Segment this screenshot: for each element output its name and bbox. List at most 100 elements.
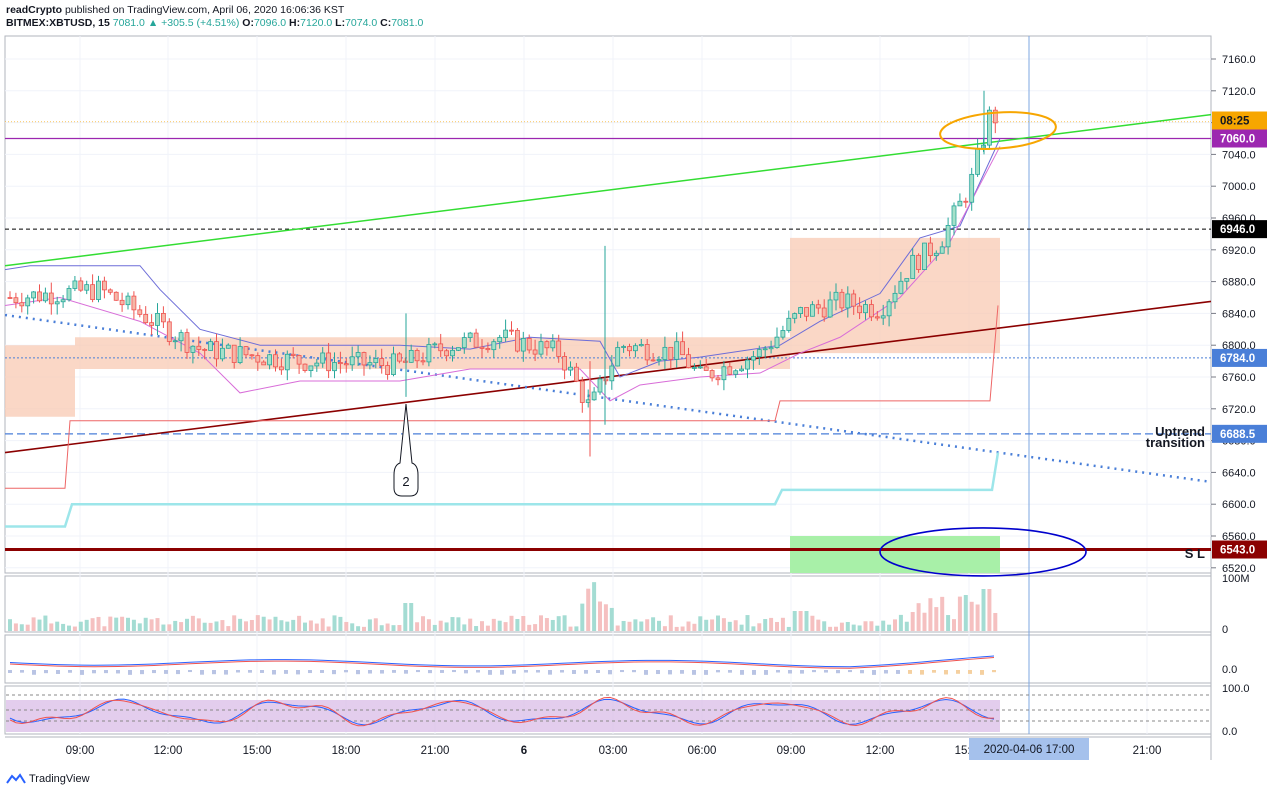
candle-body — [491, 341, 497, 351]
volume-bar — [214, 621, 219, 631]
cyan-step-line — [5, 452, 1000, 528]
candle-body — [432, 343, 438, 346]
time-axis[interactable]: 09:00 12:00 15:00 18:00 21:00 6 03:00 06:00 09:0… — [66, 738, 1162, 760]
volume-bar — [261, 616, 266, 631]
candle-body — [249, 354, 255, 357]
price-tick-label: 6880.0 — [1222, 277, 1256, 289]
macd-histogram-bar — [80, 670, 84, 675]
candle-body — [137, 309, 143, 315]
macd-histogram-bar — [824, 670, 828, 673]
candle-body — [857, 305, 862, 314]
stoch-k-line — [9, 698, 995, 726]
macd-histogram-bar — [992, 670, 996, 673]
volume-bar — [633, 619, 638, 631]
volume-bar — [338, 616, 343, 631]
candle-body — [880, 315, 886, 319]
volume-bar — [940, 596, 945, 631]
volume-bar — [344, 621, 349, 631]
macd-histogram-bar — [500, 670, 504, 675]
candle-body — [467, 332, 473, 338]
candle-body — [60, 299, 66, 303]
volume-bar — [639, 621, 644, 631]
candle-body — [296, 355, 302, 365]
volume-bar — [308, 620, 313, 631]
macd-histogram-bar — [128, 670, 132, 675]
volume-bar — [102, 626, 107, 631]
candle-body — [709, 370, 715, 379]
candle-body — [762, 348, 768, 351]
macd-histogram-bar — [212, 670, 216, 675]
macd-histogram-bar — [572, 670, 576, 674]
macd-histogram-bar — [356, 670, 360, 675]
volume-bar — [922, 612, 927, 631]
macd-histogram-bar — [656, 670, 660, 675]
candle-body — [568, 366, 573, 371]
tradingview-footer[interactable]: TradingView — [6, 773, 90, 785]
price-axis[interactable]: 7160.07120.07080.07040.07000.06960.06920… — [1211, 54, 1256, 738]
volume-bar — [963, 595, 968, 631]
high-value: 7120.0 — [300, 17, 333, 29]
candle-body — [25, 297, 31, 307]
macd-histogram-bar — [8, 670, 12, 673]
candle-body — [839, 291, 845, 309]
volume-bar — [149, 619, 154, 631]
volume-bar — [96, 616, 101, 631]
candle-body — [562, 356, 567, 371]
price-tick-label: 7040.0 — [1222, 149, 1256, 161]
volume-bar — [61, 623, 66, 631]
stoch-axis-label: 0.0 — [1222, 726, 1237, 738]
volume-bar — [580, 603, 585, 631]
volume-bar — [839, 622, 844, 631]
candle-body — [125, 295, 131, 306]
volume-bar — [739, 624, 744, 631]
volume-bar — [686, 621, 691, 631]
volume-bar — [480, 621, 484, 631]
candle-body — [473, 332, 479, 348]
indicator-lines — [5, 113, 1211, 552]
macd-histogram-bar — [848, 670, 852, 673]
candle-body — [815, 304, 821, 309]
macd-histogram-bar — [836, 670, 840, 674]
volume-bar — [603, 604, 608, 631]
price-tick-label: 7000.0 — [1222, 181, 1256, 193]
volume-bar — [226, 626, 231, 631]
macd-histogram-bar — [272, 670, 276, 675]
volume-bar — [645, 619, 650, 631]
candle-body — [774, 336, 780, 348]
candle-body — [379, 358, 385, 366]
candle-body — [414, 349, 420, 362]
candle-body — [503, 329, 509, 338]
sub-indicators — [6, 582, 1210, 732]
candle-body — [160, 313, 166, 323]
candle-body — [892, 292, 898, 303]
time-tick-label: 06:00 — [688, 745, 717, 757]
main-pane[interactable] — [4, 35, 1212, 574]
candle-body — [149, 322, 155, 326]
price-label-text: 6543.0 — [1220, 545, 1255, 557]
macd-axis-label: 0.0 — [1222, 664, 1237, 676]
macd-histogram-bar — [860, 670, 864, 674]
volume-axis-label: 0 — [1222, 624, 1228, 636]
candle-body — [674, 341, 680, 360]
volume-bar — [485, 625, 490, 631]
volume-bar — [716, 615, 720, 631]
macd-pane[interactable] — [4, 634, 1212, 684]
price-change: ▲ +305.5 (+4.51%) — [147, 17, 240, 29]
candle-body — [284, 353, 290, 371]
candle-body — [922, 242, 927, 270]
uptrend-text: Uptrend — [1155, 424, 1205, 439]
volume-bar — [851, 624, 856, 631]
volume-bar — [910, 612, 915, 631]
stoch-fill — [6, 700, 1000, 732]
volume-bar — [780, 617, 785, 631]
candle-body — [792, 313, 798, 319]
time-tick-label: 12:00 — [866, 745, 895, 757]
candle-body — [845, 293, 851, 309]
volume-bar — [657, 620, 661, 631]
symbol-label[interactable]: BITMEX:XBTUSD, 15 — [6, 17, 110, 29]
open-value: 7096.0 — [253, 17, 287, 29]
volume-bar — [25, 624, 30, 631]
volume-bar — [763, 619, 768, 631]
price-tick-label: 6920.0 — [1222, 245, 1256, 257]
